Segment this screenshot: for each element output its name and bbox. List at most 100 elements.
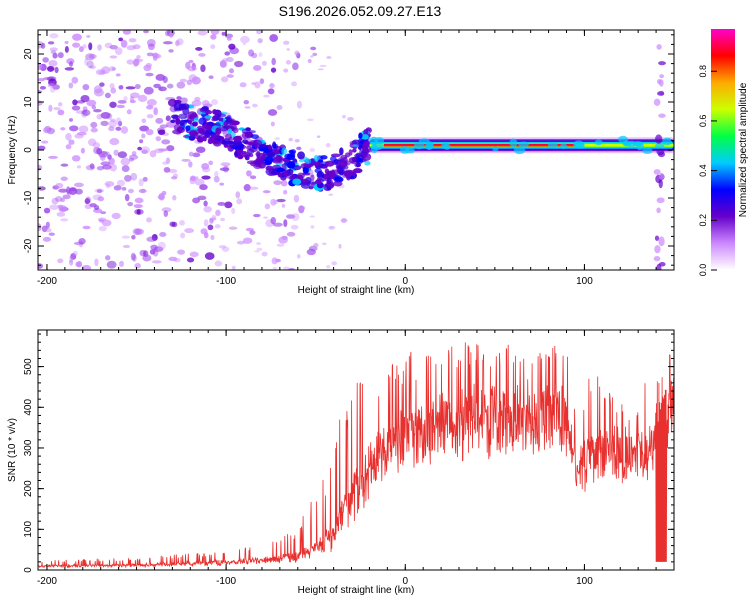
spectrogram-cell (282, 190, 288, 195)
spectrogram-cell (120, 39, 128, 48)
spectrogram-cell (210, 30, 220, 36)
spectrogram-cell (653, 169, 661, 175)
spectrogram-cell (263, 216, 269, 219)
snr-panel: -200 -100 0 100 0 100 200 300 400 500 Height of s… (7, 329, 675, 596)
spectrogram-cell (162, 161, 168, 165)
spectrogram-cell (259, 78, 265, 85)
spectrogram-cell (293, 194, 300, 203)
spectrogram-cell (286, 48, 290, 51)
snr-y-tick-label: 500 (23, 358, 34, 375)
spectrogram-cell (85, 53, 95, 61)
spectrogram-cell (171, 176, 178, 180)
spectrogram-cell (124, 174, 132, 182)
spectrogram-cell (264, 156, 274, 164)
spectrogram-cell (161, 207, 172, 213)
spectrogram-cell (173, 102, 183, 111)
spectrogram-cell (273, 180, 282, 186)
spectrogram-cell (232, 135, 243, 143)
spectrogram-cell (221, 31, 226, 36)
spectrogram-cell (246, 170, 252, 177)
spectrogram-cell (137, 146, 142, 151)
spectrogram-cell (116, 104, 125, 109)
snr-x-tick-label: 0 (402, 576, 408, 587)
spectrogram-x-tick-label: -100 (216, 276, 236, 287)
spectrogram-cell (104, 92, 111, 99)
spectrogram-cell (214, 170, 219, 178)
spectrogram-cell (132, 228, 141, 236)
spectrogram-cell (236, 240, 246, 245)
spectrogram-cell (38, 263, 44, 269)
spectrogram-plot-area (38, 30, 674, 270)
spectrogram-cell (286, 153, 296, 161)
spectrogram-cell (250, 134, 259, 139)
spectrogram-cell (221, 246, 230, 252)
spectrogram-cell (64, 46, 69, 53)
spectrogram-cell (38, 100, 43, 106)
spectrogram-cell (222, 165, 229, 173)
spectrogram-cell (217, 201, 226, 206)
spectrogram-cell (93, 85, 103, 94)
spectrogram-cell (322, 242, 327, 246)
spectrogram-cell (72, 99, 78, 106)
snr-line (38, 342, 674, 569)
spectrogram-cell (75, 261, 80, 267)
spectrogram-cell (253, 213, 261, 218)
spectrogram-cell (204, 115, 213, 119)
spectrogram-cell (138, 188, 147, 194)
spectrogram-cell (331, 261, 338, 266)
spectrogram-cell (296, 100, 303, 109)
spectrogram-cell (632, 140, 644, 147)
spectrogram-cell (102, 164, 112, 170)
spectrogram-cell (283, 266, 290, 270)
spectrogram-cell (168, 49, 174, 53)
spectrogram-cell (325, 143, 331, 148)
spectrogram-cell (210, 234, 215, 240)
spectrogram-cell (210, 44, 216, 50)
spectrogram-cell (348, 157, 357, 164)
spectrogram-cell (242, 237, 253, 244)
spectrogram-cell (105, 255, 111, 261)
spectrogram-cell (141, 118, 147, 124)
spectrogram-cell (130, 252, 136, 261)
spectrogram-cell (47, 41, 55, 45)
spectrogram-cell (270, 216, 277, 225)
spectrogram-x-tick-label: -200 (37, 276, 57, 287)
spectrogram-cell (139, 139, 144, 144)
spectrogram-cell (224, 116, 231, 120)
snr-y-tick-label: 0 (23, 567, 34, 573)
spectrogram-cell (40, 42, 46, 49)
spectrogram-cell (81, 109, 91, 116)
spectrogram-cell (147, 43, 155, 51)
spectrogram-cell (270, 198, 277, 206)
spectrogram-cell (58, 188, 68, 193)
spectrogram-cell (50, 50, 57, 55)
spectrogram-cell (204, 125, 213, 130)
colorbar-gradient (711, 29, 735, 270)
spectrogram-cell (71, 155, 81, 162)
spectrogram-cell (142, 176, 148, 182)
spectrogram-cell (227, 128, 233, 134)
spectrogram-cell (120, 126, 129, 134)
spectrogram-cell (115, 117, 122, 126)
spectrogram-cell (56, 211, 66, 217)
spectrogram-cell (271, 257, 278, 265)
colorbar-tick-label: 0.6 (698, 115, 708, 128)
spectrogram-cell (122, 244, 131, 249)
spectrogram-cell (257, 38, 263, 44)
spectrogram-cell (100, 161, 111, 166)
spectrogram-cell (108, 120, 117, 128)
spectrogram-cell (100, 151, 110, 155)
snr-series-group (38, 342, 674, 569)
spectrogram-cell (91, 105, 97, 110)
spectrogram-cell (122, 30, 132, 35)
spectrogram-cell (81, 264, 92, 270)
spectrogram-cell (109, 66, 115, 72)
spectrogram-cell (662, 137, 673, 146)
spectrogram-cell (146, 217, 152, 223)
spectrogram-cell (51, 197, 59, 205)
spectrogram-cell (43, 207, 51, 214)
spectrogram-cell (128, 157, 135, 162)
spectrogram-y-tick-label: -10 (23, 190, 34, 205)
spectrogram-cell (281, 147, 288, 155)
spectrogram-cell (86, 60, 94, 69)
